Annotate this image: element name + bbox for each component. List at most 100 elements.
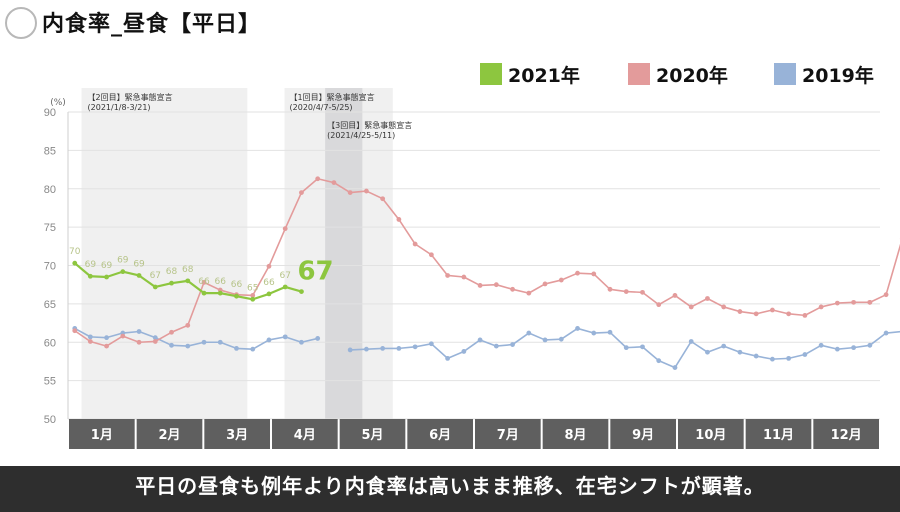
series-2021-point — [201, 290, 207, 296]
series-2020-point — [802, 312, 808, 318]
series-2019-later-point — [428, 341, 434, 347]
month-cell — [542, 419, 609, 449]
y-tick-label: 90 — [44, 107, 56, 119]
series-2019-later-point — [526, 330, 532, 336]
series-2020-point — [526, 290, 532, 296]
series-2019-later-point — [396, 345, 402, 351]
series-2021-point — [104, 274, 109, 280]
series-2021-data-label: 68 — [182, 265, 194, 275]
series-2019-later-point — [347, 347, 353, 353]
series-2019-later-point — [364, 346, 369, 352]
series-2019-later-point — [688, 339, 694, 344]
series-2021-highlight-label: 67 — [297, 257, 333, 287]
series-2019-later-point — [493, 343, 499, 349]
series-2019-later-point — [705, 349, 710, 355]
series-2020-point — [445, 273, 451, 278]
band-0 — [81, 88, 248, 419]
series-2019-later-point — [542, 337, 548, 343]
series-2020-point — [396, 217, 402, 222]
series-2021-point — [120, 269, 126, 275]
band-date-2: (2021/4/25-5/11) — [327, 131, 395, 140]
series-2021-data-label: 69 — [117, 256, 129, 266]
legend-swatch-1 — [628, 63, 650, 85]
series-2019-later-point — [737, 349, 743, 355]
series-2021-data-label: 67 — [279, 271, 290, 281]
series-2019-point — [169, 342, 174, 348]
month-cell — [69, 419, 135, 449]
series-2021-point — [282, 284, 288, 290]
band-date-1: (2020/4/7-5/25) — [290, 103, 353, 112]
series-2019-later-point — [575, 326, 580, 331]
series-2021-data-label: 66 — [215, 277, 227, 287]
month-cell — [475, 419, 541, 449]
series-2019-later-point — [380, 345, 386, 351]
series-2019-later-point — [510, 342, 515, 347]
series-2021-point — [169, 280, 174, 286]
series-2019-point — [201, 339, 207, 345]
month-cell — [272, 419, 338, 449]
series-2021-point — [299, 289, 304, 294]
series-2019-later-point — [818, 342, 824, 348]
series-2021-point — [266, 291, 272, 297]
series-2021-data-label: 68 — [166, 267, 178, 277]
series-2019-point — [266, 337, 272, 343]
series-2020-point — [493, 282, 499, 288]
series-2019-point — [234, 345, 239, 351]
series-2020-point — [331, 180, 337, 186]
line-chart: 50 55 60 65 70 75 80 85 90(%) 【2回目】緊急事態宣言(2021/1/… — [44, 63, 900, 449]
series-2021-point — [250, 296, 256, 302]
series-2020-point — [818, 304, 824, 310]
series-2019-later-point — [477, 337, 483, 343]
caption-text: 平日の昼食も例年より内食率は高いまま推移、在宅シフトが顕著。 — [135, 474, 765, 498]
series-2020-point — [851, 299, 857, 305]
series-2020-point — [558, 277, 564, 283]
series-2020-point — [575, 270, 580, 276]
series-2020-point — [591, 271, 597, 277]
x-tick-label: 12月 — [831, 428, 862, 443]
series-2021-point — [72, 260, 78, 266]
y-axis-unit: (%) — [50, 98, 66, 108]
series-2020-point — [347, 190, 353, 195]
series-2020-point — [282, 226, 288, 232]
series-2020-point — [834, 300, 840, 306]
series-2020-point — [428, 252, 434, 258]
series-2019-later-point — [591, 330, 597, 336]
series-2020-point — [136, 339, 142, 345]
series-2019-later-point — [770, 356, 775, 362]
series-2019-later-point — [786, 355, 792, 361]
series-2019-later-point — [672, 365, 678, 370]
y-tick-label: 80 — [44, 184, 56, 196]
series-2019-later-point — [883, 330, 889, 336]
series-2020-point — [201, 279, 207, 285]
series-2020-point — [607, 286, 613, 292]
legend-swatch-0 — [480, 63, 502, 85]
series-2019-point — [185, 343, 191, 349]
header-circle-icon — [5, 7, 37, 39]
series-2019-later-point — [721, 343, 727, 349]
y-tick-label: 50 — [44, 414, 56, 426]
series-2019-later-point — [834, 346, 840, 352]
x-tick-label: 5月 — [361, 428, 383, 443]
series-2020-point — [72, 328, 78, 334]
series-2019-later-point — [558, 336, 564, 342]
series-2020-tail-point — [883, 292, 889, 298]
series-2020-point — [185, 322, 191, 328]
month-cell — [136, 419, 203, 449]
legend-swatch-2 — [774, 63, 796, 85]
x-tick-label: 11月 — [763, 428, 794, 443]
month-cell — [339, 419, 406, 449]
y-tick-label: 85 — [44, 145, 56, 157]
x-tick-label: 10月 — [695, 428, 726, 443]
series-2020-point — [250, 293, 256, 298]
series-2019-point — [250, 346, 256, 352]
series-2019-point — [315, 336, 321, 341]
series-2019-later-point — [851, 345, 857, 351]
series-2020-point — [656, 302, 662, 308]
series-2019-later-point — [607, 329, 613, 335]
series-2020-point — [510, 286, 515, 292]
series-2020-point — [299, 190, 304, 195]
series-2021-data-label: 66 — [231, 280, 243, 290]
series-2020-point — [640, 289, 645, 295]
series-2019-later-point — [656, 358, 662, 364]
series-2020-point — [721, 304, 727, 310]
